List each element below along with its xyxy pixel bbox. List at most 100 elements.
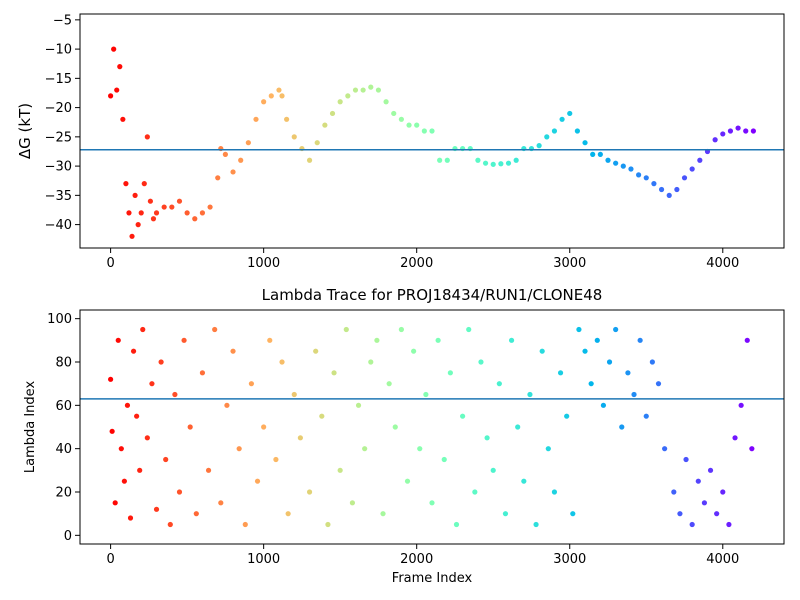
data-point [613, 160, 619, 166]
data-point [276, 87, 282, 93]
data-point [655, 381, 662, 387]
data-point [218, 500, 224, 506]
data-point [557, 370, 564, 376]
data-point [545, 446, 551, 452]
data-point [701, 500, 708, 506]
data-point [421, 128, 427, 134]
y-tick-label: −25 [45, 130, 72, 145]
data-point [111, 46, 117, 52]
data-point [141, 181, 147, 187]
data-point [291, 134, 297, 140]
data-point [172, 391, 178, 398]
data-point [437, 157, 443, 163]
data-point [108, 376, 114, 382]
data-point [398, 326, 404, 333]
data-point [199, 370, 206, 376]
data-point [605, 157, 611, 163]
data-point [631, 391, 637, 398]
data-point [199, 210, 206, 216]
data-point [536, 143, 542, 149]
data-point [242, 521, 248, 528]
data-point [215, 175, 221, 181]
x-tick-label: 0 [106, 256, 114, 271]
lambda-trace-x-axis-label: Frame Index [392, 571, 473, 586]
data-point [444, 157, 450, 163]
data-point [176, 198, 183, 204]
y-tick-label: 100 [47, 312, 72, 327]
data-point [325, 521, 331, 528]
data-point [559, 116, 565, 122]
data-point [261, 424, 267, 430]
data-point [187, 424, 193, 430]
data-point [628, 166, 634, 172]
data-point [386, 381, 392, 387]
data-point [345, 93, 351, 99]
data-point [484, 435, 490, 441]
data-point [521, 478, 527, 484]
y-tick-label: −5 [53, 13, 72, 28]
data-point [613, 326, 619, 333]
data-point [750, 128, 756, 134]
data-point [406, 122, 412, 128]
data-point [337, 99, 343, 105]
data-point [411, 348, 417, 354]
data-point [374, 337, 380, 343]
data-point [551, 128, 558, 134]
data-point [727, 128, 734, 134]
data-point [582, 140, 588, 146]
data-point [482, 160, 489, 166]
x-tick-label: 2000 [400, 256, 433, 271]
data-point [505, 160, 512, 166]
data-point [594, 337, 600, 343]
data-point [248, 381, 255, 387]
data-point [245, 140, 251, 146]
data-point [738, 402, 744, 408]
data-point [697, 157, 703, 163]
data-point [472, 489, 478, 495]
data-point [279, 359, 285, 365]
data-point [236, 446, 242, 452]
delta-g-y-ticks: −40 −35 −30 −25 −20 −15 −10 −5 [45, 13, 80, 233]
data-point [466, 326, 472, 333]
data-point [267, 337, 273, 343]
data-point [331, 370, 337, 376]
data-point [391, 110, 397, 117]
data-point [181, 337, 187, 343]
data-point [677, 511, 683, 517]
data-point [108, 93, 114, 99]
data-point [447, 370, 453, 376]
data-point [404, 478, 411, 484]
data-point [564, 413, 570, 419]
delta-g-y-axis-label: ΔG (kT) [16, 103, 34, 159]
data-point [355, 402, 362, 408]
data-point [291, 391, 297, 398]
data-point [478, 359, 484, 365]
data-point [130, 348, 137, 354]
delta-g-plot: 0 1000 2000 3000 4000 −40−35−30−25−20−15−10−… [16, 13, 785, 271]
data-point [508, 337, 515, 343]
data-point [671, 489, 677, 495]
data-point [732, 435, 738, 441]
data-point [284, 116, 290, 122]
data-point [368, 84, 374, 90]
data-point [115, 337, 121, 343]
data-point [126, 210, 132, 216]
data-point [649, 359, 655, 365]
data-point [429, 500, 435, 506]
data-point [490, 467, 496, 473]
data-point [380, 511, 386, 517]
data-point [658, 186, 665, 193]
data-point [117, 64, 123, 70]
data-point [127, 515, 134, 521]
data-point [329, 110, 336, 117]
data-point [662, 446, 668, 452]
lambda-trace-y-ticks: 0 20 40 60 80 100 [47, 312, 80, 544]
data-point [114, 87, 120, 93]
y-tick-label: 0 [64, 529, 72, 544]
data-point [619, 424, 625, 430]
data-point [313, 348, 319, 354]
y-tick-label: 20 [55, 486, 72, 501]
data-point [352, 87, 359, 93]
x-tick-label: 2000 [400, 552, 433, 567]
data-point [726, 521, 732, 528]
